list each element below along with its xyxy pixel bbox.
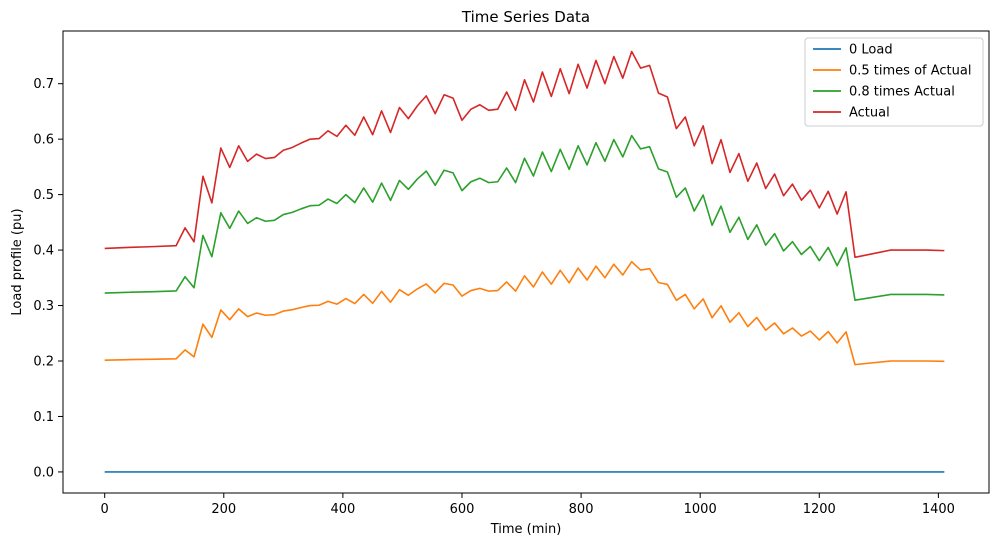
- y-axis-ticks: 0.0 0.1 0.2 0.3 0.4 0.5 0.6 0.7: [33, 77, 63, 480]
- series-line-1: [104, 260, 945, 366]
- chart-title: Time Series Data: [461, 8, 590, 26]
- plot-frame: [62, 30, 990, 494]
- legend-entry-label: Actual: [849, 106, 890, 121]
- y-tick-label: 0.4: [33, 244, 54, 259]
- y-tick-label: 0.5: [33, 188, 54, 203]
- x-tick-label: 200: [211, 502, 236, 517]
- y-tick-label: 0.1: [33, 410, 54, 425]
- y-tick-label: 0.0: [33, 465, 54, 480]
- legend-entry-label: 0.8 times Actual: [849, 85, 955, 100]
- y-axis-label: Load profile (pu): [10, 208, 25, 315]
- legend-entry-label: 0 Load: [849, 43, 893, 58]
- legend-box: [804, 37, 984, 127]
- y-tick-label: 0.2: [33, 355, 54, 370]
- x-axis-label: Time (min): [490, 522, 562, 537]
- plot-lines: [104, 50, 945, 473]
- x-axis-ticks: 0 200 400 600 800 1000 1200 1400: [101, 493, 955, 517]
- legend: 0 Load 0.5 times of Actual 0.8 times Actua…: [804, 37, 984, 127]
- x-tick-label: 400: [330, 502, 355, 517]
- series-line-3: [104, 50, 945, 259]
- x-tick-label: 1000: [684, 502, 717, 517]
- y-tick-label: 0.7: [33, 77, 54, 92]
- x-tick-label: 600: [450, 502, 475, 517]
- series-line-2: [104, 134, 945, 302]
- x-tick-label: 1200: [803, 502, 836, 517]
- x-tick-label: 0: [101, 502, 109, 517]
- legend-entry-label: 0.5 times of Actual: [849, 64, 971, 79]
- y-tick-label: 0.3: [33, 299, 54, 314]
- x-tick-label: 800: [569, 502, 594, 517]
- y-tick-label: 0.6: [33, 133, 54, 148]
- x-tick-label: 1400: [922, 502, 955, 517]
